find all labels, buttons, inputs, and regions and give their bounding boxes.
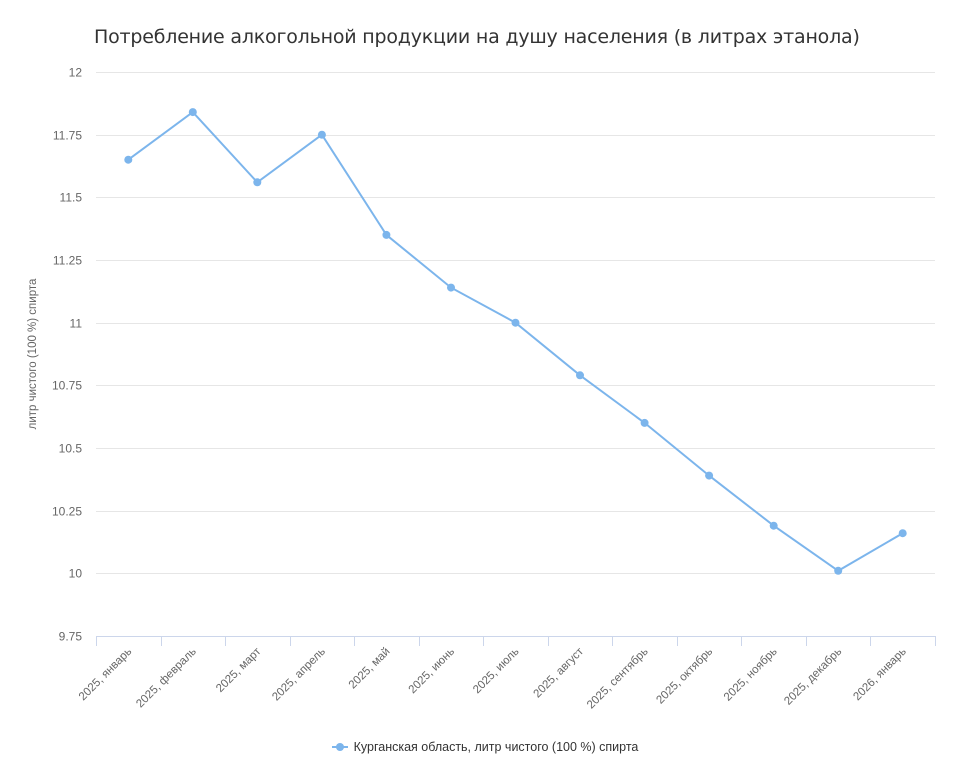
- legend: Курганская область, литр чистого (100 %)…: [0, 740, 960, 755]
- x-tick-label: 2025, август: [531, 645, 586, 700]
- data-point-marker[interactable]: 2025, март: 11.56: [253, 178, 262, 187]
- data-point-marker[interactable]: 2025, август: 10.79: [576, 371, 584, 380]
- y-tick-label: 11.5: [60, 191, 83, 205]
- x-axis: [96, 636, 936, 646]
- x-tick-label: 2026, январь: [851, 646, 909, 704]
- y-axis-tick-labels: 12 11.75 11.5 11.25 11 10.75 10.5 10.25 10 9.75: [52, 66, 82, 644]
- x-tick-label: 2025, февраль: [134, 646, 199, 711]
- data-point-marker[interactable]: 2025, декабрь: 10.01: [834, 566, 843, 575]
- legend-label: Курганская область, литр чистого (100 %)…: [353, 740, 639, 754]
- legend-line-marker-icon: [331, 742, 348, 752]
- data-point-marker[interactable]: 2025, январь: 11.65: [124, 155, 133, 164]
- data-point-marker[interactable]: 2025, октябрь: 10.39: [705, 471, 714, 480]
- x-tick-label: 2025, март: [214, 645, 264, 695]
- y-tick-label: 11.75: [53, 129, 82, 143]
- y-tick-label: 9.75: [59, 630, 83, 644]
- series-line: [127, 110, 904, 572]
- y-tick-label: 11: [70, 317, 83, 331]
- y-tick-label: 11.25: [53, 254, 82, 268]
- data-point-marker[interactable]: 2025, апрель: 11.75: [317, 130, 326, 139]
- x-tick-label: 2025, сентябрь: [585, 646, 651, 712]
- data-point-marker[interactable]: 2025, февраль: 11.84: [188, 108, 197, 117]
- y-tick-label: 10.5: [59, 442, 83, 456]
- x-tick-label: 2025, ноябрь: [722, 646, 780, 704]
- x-tick-label: 2025, июль: [471, 646, 522, 697]
- data-point-marker[interactable]: 2025, май: 11.35: [382, 230, 391, 239]
- x-tick-label: 2025, июнь: [407, 646, 457, 696]
- y-tick-label: 10.25: [52, 505, 82, 519]
- y-tick-label: 10.75: [52, 379, 82, 393]
- legend-item[interactable]: Курганская область, литр чистого (100 %)…: [331, 740, 639, 754]
- data-point-marker[interactable]: 2025, ноябрь: 10.19: [769, 521, 778, 530]
- data-point-marker[interactable]: 2026, январь: 10.16: [898, 529, 907, 538]
- x-tick-label: 2025, май: [347, 646, 393, 692]
- y-tick-label: 12: [69, 66, 83, 80]
- chart-title: Потребление алкогольной продукции на душ…: [94, 26, 860, 48]
- x-tick-label: 2025, апрель: [270, 646, 328, 704]
- data-point-marker[interactable]: 2025, июнь: 11.14: [447, 283, 455, 292]
- data-point-marker[interactable]: 2025, июль: 11: [511, 318, 520, 327]
- data-point-marker[interactable]: 2025, сентябрь: 10.6: [640, 418, 649, 427]
- x-tick-label: 2025, октябрь: [654, 646, 715, 707]
- y-axis-title: литр чистого (100 %) спирта: [27, 278, 39, 429]
- x-tick-label: 2025, январь: [77, 646, 135, 704]
- x-axis-tick-labels: 2025, январь 2025, февраль 2025, март 2025,…: [77, 645, 909, 711]
- series-markers[interactable]: 2025, январь: 11.65 2025, февраль: 11.84 2…: [124, 108, 907, 575]
- x-tick-label: 2025, декабрь: [782, 646, 844, 708]
- y-tick-label: 10: [69, 567, 83, 581]
